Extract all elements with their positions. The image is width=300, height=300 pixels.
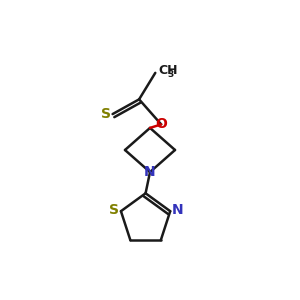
- Text: N: N: [172, 203, 183, 217]
- Text: O: O: [155, 117, 167, 131]
- Text: 3: 3: [168, 70, 174, 79]
- Text: S: S: [101, 107, 111, 121]
- Text: S: S: [109, 203, 118, 217]
- Text: CH: CH: [159, 64, 178, 77]
- Text: N: N: [144, 165, 156, 179]
